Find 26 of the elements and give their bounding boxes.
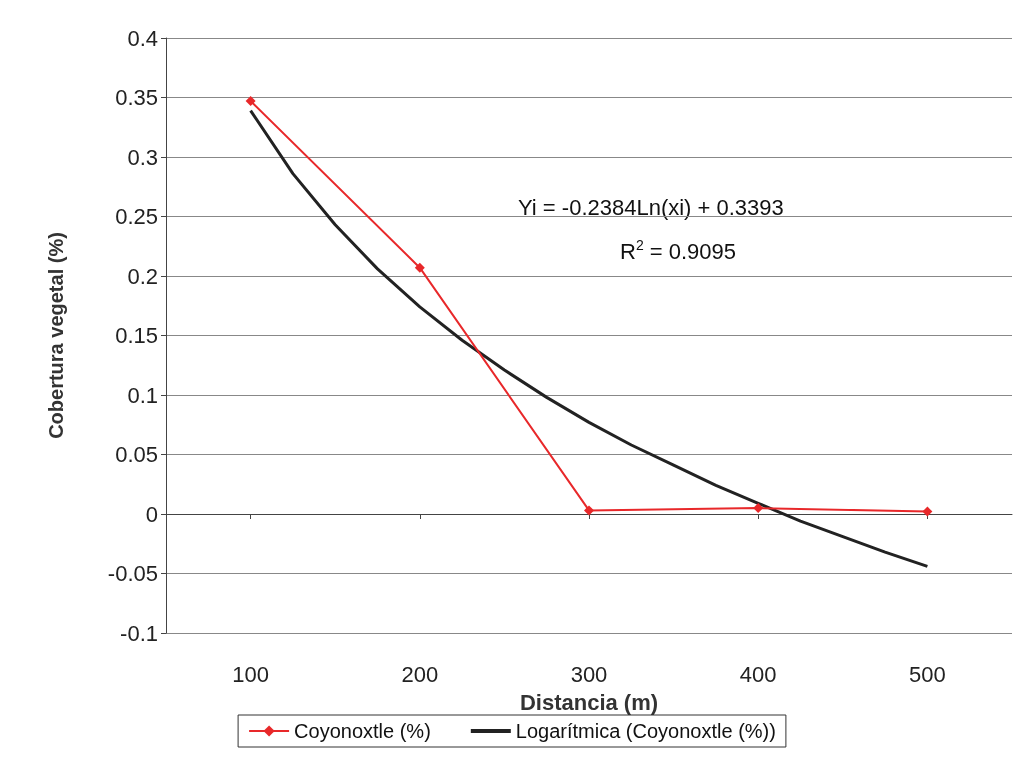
x-tick-label: 200 xyxy=(401,661,439,687)
x-tick-label: 100 xyxy=(232,661,269,687)
point xyxy=(414,262,425,273)
y-tick-label: 0.15 xyxy=(115,323,158,348)
point xyxy=(922,506,933,517)
y-tick-label: 0.35 xyxy=(115,85,158,110)
point xyxy=(584,505,594,516)
x-tick-label: 300 xyxy=(570,661,608,687)
y-tick-label: 0.05 xyxy=(115,442,158,467)
y-tick-label: 0.25 xyxy=(115,204,158,229)
x-tick-label: 400 xyxy=(739,661,777,687)
y-tick-label: 0.3 xyxy=(127,144,158,170)
y-tick-label: 0.2 xyxy=(127,263,158,289)
point xyxy=(245,96,256,107)
y-tick-label: -0.05 xyxy=(107,561,158,586)
x-tick-label: 500 xyxy=(909,661,946,687)
y-tick-label: 0 xyxy=(145,501,158,527)
y-tick-label: 0.1 xyxy=(127,382,158,408)
annotation: Yi = -0.2384Ln(xi) + 0.3393 xyxy=(518,194,784,220)
y-tick-label: 0.4 xyxy=(127,25,158,51)
point xyxy=(753,503,764,514)
x-axis-title: Distancia (m) xyxy=(519,689,659,715)
y-axis-title: Cobertura vegetal (%) xyxy=(45,232,67,439)
y-tick-label: -0.1 xyxy=(120,620,158,646)
legend-label: Coyonoxtle (%) xyxy=(294,720,431,742)
legend-label: Logarítmica (Coyonoxtle (%)) xyxy=(515,720,776,742)
